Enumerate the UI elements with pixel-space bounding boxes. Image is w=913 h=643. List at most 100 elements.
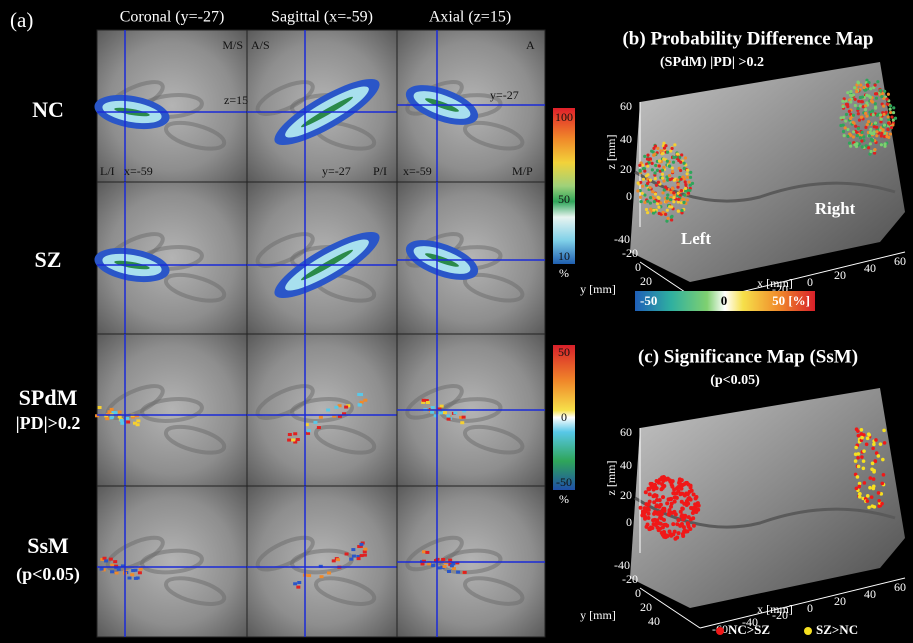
blob-voxel [362,550,367,554]
point [662,141,666,145]
point [678,509,683,514]
point [865,101,869,105]
point [680,491,685,496]
z-tick-label: 0 [626,189,632,203]
panel-title: (b) Probability Difference Map [622,28,873,49]
blob-voxel [356,554,361,558]
blob-voxel [358,544,363,548]
blob-voxel [421,400,426,404]
point [872,442,876,447]
point [669,482,674,487]
point [683,513,688,518]
brain-structure [314,576,377,606]
point [683,180,687,184]
point [670,214,674,218]
point [859,115,863,119]
blob-voxel [104,559,109,563]
y-tick-label: 0 [635,586,641,600]
colorbar [553,108,575,264]
point [877,498,881,503]
blob-voxel [95,414,100,418]
y-tick-label: 20 [640,600,652,614]
point [856,106,860,111]
point [667,164,672,168]
point [851,120,855,124]
point [873,83,877,87]
blob-voxel [430,406,435,410]
point [686,191,691,195]
point [660,530,665,535]
point [862,449,866,453]
blob-voxel [359,542,364,546]
colorbar-unit: % [559,266,569,280]
point [688,527,693,532]
point [846,127,850,132]
slice-annotation: A [526,38,535,52]
point [650,161,654,165]
point [853,472,858,477]
brain-structure [164,576,227,606]
slice-image [246,485,398,638]
blob-voxel [433,414,438,418]
blob-voxel [433,559,438,563]
point [662,475,667,480]
blob-voxel [449,564,454,568]
point [859,83,863,87]
point [853,452,858,457]
point [646,181,650,186]
point [854,144,859,149]
point [880,94,884,99]
point [660,172,665,176]
point [888,110,893,115]
point [664,212,668,216]
point [655,168,660,172]
brain-structure [439,548,503,575]
blob-voxel [427,562,432,566]
point [888,107,892,111]
blob-voxel [135,423,140,427]
point [675,535,680,540]
point [664,144,668,148]
point [839,123,843,128]
point [676,200,680,204]
blob-voxel [442,411,447,415]
point [648,186,652,190]
point [667,508,672,513]
x-tick-label: 20 [834,268,846,282]
blob-voxel [109,407,114,411]
panel-label: (a) [10,8,33,32]
legend-label: SZ>NC [816,622,858,637]
blob-voxel [421,550,426,554]
colorbar-label: 0 [561,410,567,424]
point [867,134,871,138]
point [891,118,895,122]
blob-voxel [425,400,430,404]
y-tick-label: -20 [622,246,638,260]
brain-structure [163,120,227,151]
point [646,507,651,512]
slice-annotation: A/S [251,38,270,52]
point [653,176,657,181]
z-tick-label: 60 [620,425,632,439]
point [858,104,863,108]
blob-voxel [425,550,430,554]
point [657,211,661,216]
point [849,144,853,148]
blob-voxel [318,415,323,419]
point [881,472,886,477]
point [678,523,683,528]
x-tick-label: 40 [864,587,876,601]
row-label: NC [32,97,64,122]
point [886,92,891,96]
point [865,499,870,503]
blob-voxel [296,585,301,589]
region-label: Left [681,229,712,248]
point [654,163,658,168]
point [849,133,853,137]
blob-voxel [110,415,115,419]
point [657,164,661,168]
point [860,145,864,149]
point [886,127,890,132]
blob-voxel [359,554,364,558]
point [860,455,864,459]
